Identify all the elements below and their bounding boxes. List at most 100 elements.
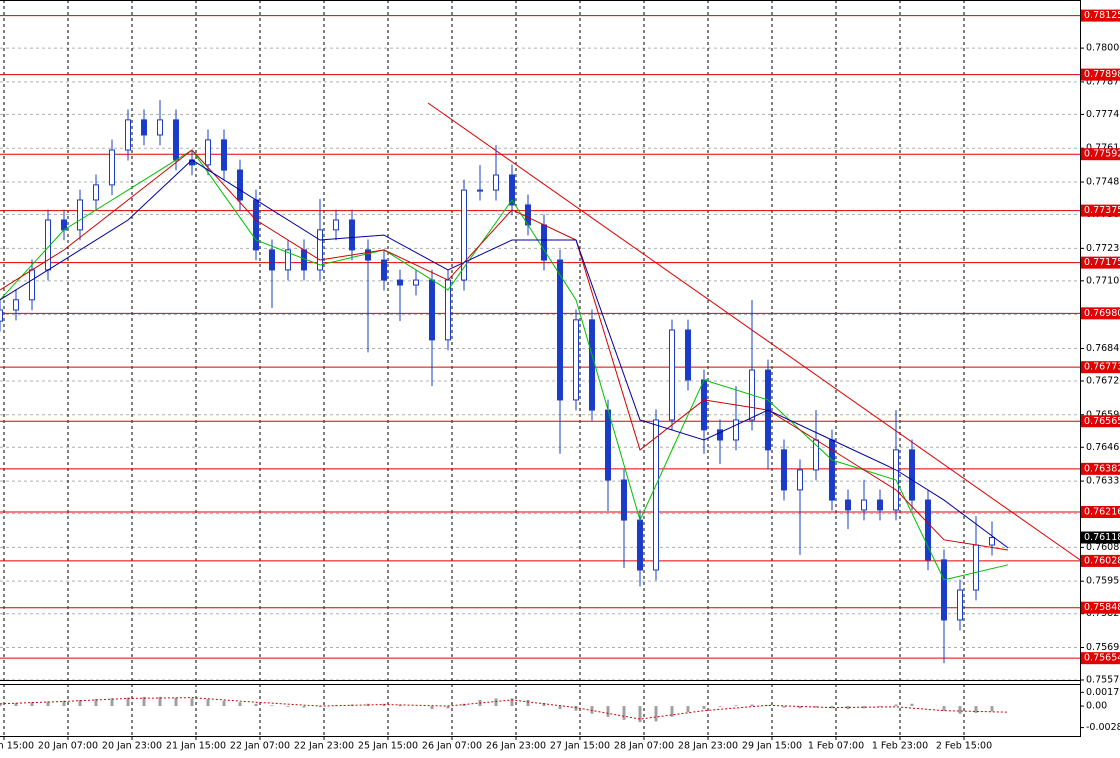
candle-body	[557, 259, 563, 401]
candle-body	[637, 519, 643, 571]
x-tick-label: 21 Jan 15:00	[166, 741, 226, 752]
x-tick-label: 1 Feb 23:00	[872, 741, 928, 752]
x-tick-label: 26 Jan 07:00	[422, 741, 482, 752]
candle-body	[941, 559, 947, 621]
level-label-box	[1081, 256, 1120, 269]
candle-body	[845, 499, 851, 511]
candle-body	[93, 184, 99, 201]
moving-average	[0, 149, 1009, 551]
candle-body	[973, 544, 979, 591]
candle-body	[173, 119, 179, 161]
candle-body	[541, 224, 547, 261]
candle-body	[909, 449, 915, 501]
x-tick-label: 28 Jan 23:00	[678, 741, 738, 752]
candle-body	[781, 449, 787, 491]
y-tick-label: -0.00281	[1086, 722, 1120, 733]
moving-average	[0, 149, 1009, 581]
level-label: 0.76565	[1084, 416, 1120, 427]
candle-body	[733, 419, 739, 441]
candle-body	[205, 139, 211, 166]
level-label-box	[1081, 506, 1120, 519]
candle-body	[861, 499, 867, 511]
candle-body	[285, 249, 291, 271]
level-label-box	[1081, 204, 1120, 217]
candle-body	[317, 229, 323, 271]
candle-body	[13, 299, 19, 311]
level-label: 0.76773	[1084, 362, 1120, 373]
moving-average	[0, 159, 1009, 549]
level-label: 0.78125	[1084, 10, 1120, 21]
candle-body	[989, 536, 995, 546]
candle-body	[509, 174, 515, 206]
candle-body	[221, 139, 227, 171]
x-tick-label: 22 Jan 07:00	[230, 741, 290, 752]
x-tick-label: 27 Jan 15:00	[550, 741, 610, 752]
candle-body	[461, 189, 467, 281]
y-tick-label: 0.00179	[1086, 687, 1120, 698]
candle-body	[797, 469, 803, 491]
candle-body	[669, 329, 675, 421]
signal-line	[0, 697, 1009, 720]
level-label-box	[1081, 68, 1120, 81]
candle-body	[877, 499, 883, 511]
level-label-box	[1081, 554, 1120, 567]
level-label: 0.76980	[1084, 308, 1120, 319]
candle-body	[493, 174, 499, 191]
level-label-box	[1081, 601, 1120, 614]
candle-body	[413, 279, 419, 286]
x-tick-label: 20 Jan 07:00	[38, 741, 98, 752]
candle-body	[333, 219, 339, 231]
level-label-box	[1081, 652, 1120, 665]
y-tick-label: 0.75695	[1086, 642, 1120, 653]
candle-body	[269, 249, 275, 271]
y-tick-label: 0.77485	[1086, 177, 1120, 188]
candle-body	[621, 479, 627, 521]
candle-body	[925, 499, 931, 561]
x-tick-label: 25 Jan 15:00	[358, 741, 418, 752]
y-tick-label: 0.76465	[1086, 442, 1120, 453]
candle-body	[349, 219, 355, 251]
candle-body	[125, 119, 131, 151]
y-tick-label: 0.76845	[1086, 343, 1120, 354]
candle-body	[109, 149, 115, 186]
candle-body	[397, 279, 403, 286]
x-tick-label: 1 Feb 07:00	[808, 741, 864, 752]
candle-body	[237, 169, 243, 201]
candle-body	[0, 309, 3, 322]
candle-body	[141, 119, 147, 136]
y-tick-label: 0.75570	[1086, 675, 1120, 686]
level-label-box	[1081, 415, 1120, 428]
candle-body	[253, 199, 259, 251]
candle-body	[429, 279, 435, 341]
level-label: 0.75654	[1084, 653, 1120, 664]
x-tick-label: 28 Jan 07:00	[614, 741, 674, 752]
candle-body	[685, 329, 691, 381]
candle-body	[605, 409, 611, 481]
level-label: 0.77592	[1084, 149, 1120, 160]
x-tick-label: 26 Jan 23:00	[486, 741, 546, 752]
y-tick-label: 0.76335	[1086, 476, 1120, 487]
candle-body	[477, 189, 483, 192]
level-label-box	[1081, 307, 1120, 320]
current-price-box	[1081, 531, 1120, 544]
y-tick-label: 0.77105	[1086, 275, 1120, 286]
level-label-box	[1081, 361, 1120, 374]
current-price-label: 0.76118	[1084, 532, 1120, 543]
candle-body	[589, 319, 595, 411]
level-label: 0.76382	[1084, 463, 1120, 474]
candle-body	[957, 589, 963, 621]
candle-body	[381, 259, 387, 281]
candle-body	[157, 119, 163, 136]
level-label-box	[1081, 462, 1120, 475]
y-tick-label: 0.00	[1086, 701, 1107, 712]
y-tick-label: 0.77745	[1086, 109, 1120, 120]
candle-body	[701, 379, 707, 431]
candle-body	[573, 319, 579, 401]
